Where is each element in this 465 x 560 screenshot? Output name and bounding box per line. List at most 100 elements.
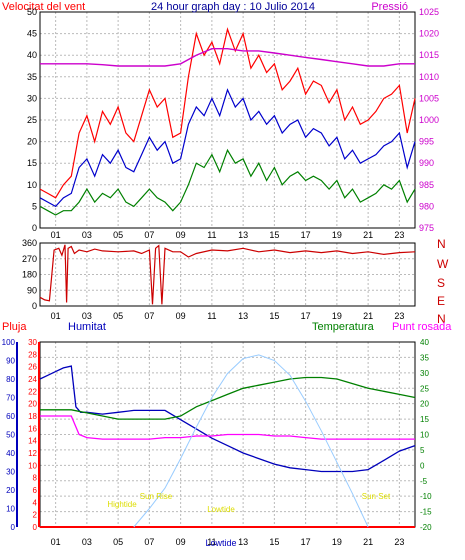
temperature-xtick-11: 11 xyxy=(207,537,216,547)
pressure-ytick-1010: 1010 xyxy=(419,72,439,82)
rain-ytick-16: 16 xyxy=(28,424,37,433)
temperature-xtick-17: 17 xyxy=(301,537,311,547)
direction-ytick-180: 180 xyxy=(22,270,37,280)
direction-xtick-11: 11 xyxy=(207,311,216,321)
direction-xtick-19: 19 xyxy=(332,311,342,321)
wind-ytick-50: 50 xyxy=(27,7,37,17)
rain-ytick-4: 4 xyxy=(33,498,38,507)
pressure-ytick-975: 975 xyxy=(419,223,434,233)
wind-speed-label: Velocitat del vent xyxy=(2,1,85,13)
direction-xtick-01: 01 xyxy=(51,311,61,321)
temperature-ytick--20: -20 xyxy=(420,523,432,532)
temperature-ytick--5: -5 xyxy=(420,477,428,486)
legend-2: Temperatura xyxy=(312,321,375,333)
humidity-ytick-80: 80 xyxy=(6,375,15,384)
series-wind_low xyxy=(39,148,416,216)
direction-ytick-90: 90 xyxy=(27,285,37,295)
compass-label-3: E xyxy=(437,294,445,308)
temperature-xtick-03: 03 xyxy=(82,537,92,547)
temperature-ytick--10: -10 xyxy=(420,492,432,501)
wind-ytick-30: 30 xyxy=(27,93,37,103)
direction-xtick-23: 23 xyxy=(394,311,404,321)
rain-ytick-18: 18 xyxy=(28,412,37,421)
direction-xtick-07: 07 xyxy=(144,311,154,321)
wind-ytick-25: 25 xyxy=(27,115,37,125)
series-direction xyxy=(39,244,416,305)
series-sun xyxy=(133,354,369,528)
direction-xtick-13: 13 xyxy=(238,311,248,321)
humidity-ytick-100: 100 xyxy=(2,338,16,347)
humidity-ytick-30: 30 xyxy=(6,468,15,477)
rain-ytick-2: 2 xyxy=(33,511,38,520)
rain-ytick-30: 30 xyxy=(28,338,37,347)
temperature-ytick-20: 20 xyxy=(420,400,429,409)
pressure-ytick-1000: 1000 xyxy=(419,115,439,125)
wind-xtick-07: 07 xyxy=(144,230,154,240)
compass-label-4: N xyxy=(437,312,446,326)
temperature-xtick-13: 13 xyxy=(238,537,248,547)
temperature-ytick--15: -15 xyxy=(420,508,432,517)
direction-xtick-09: 09 xyxy=(176,311,186,321)
rain-ytick-8: 8 xyxy=(33,474,38,483)
wind-ytick-40: 40 xyxy=(27,50,37,60)
pressure-ytick-1025: 1025 xyxy=(419,7,439,17)
temperature-xtick-19: 19 xyxy=(332,537,342,547)
rain-ytick-12: 12 xyxy=(28,449,37,458)
temperature-ytick-25: 25 xyxy=(420,384,429,393)
temperature-ytick-10: 10 xyxy=(420,431,429,440)
pressure-ytick-995: 995 xyxy=(419,137,434,147)
wind-ytick-10: 10 xyxy=(27,180,37,190)
temperature-ytick-35: 35 xyxy=(420,353,429,362)
wind-xtick-05: 05 xyxy=(113,230,123,240)
annotation-0: Hightide xyxy=(107,500,137,509)
annotation-1: Sun Rise xyxy=(140,492,173,501)
wind-xtick-19: 19 xyxy=(332,230,342,240)
compass-label-2: S xyxy=(437,276,445,290)
humidity-ytick-90: 90 xyxy=(6,357,15,366)
pressure-ytick-1005: 1005 xyxy=(419,93,439,103)
temperature-ytick-0: 0 xyxy=(420,461,425,470)
direction-xtick-15: 15 xyxy=(269,311,279,321)
rain-ytick-24: 24 xyxy=(28,375,37,384)
legend-0: Pluja xyxy=(2,321,27,333)
wind-xtick-03: 03 xyxy=(82,230,92,240)
humidity-ytick-70: 70 xyxy=(6,394,15,403)
temperature-ytick-40: 40 xyxy=(420,338,429,347)
compass-label-1: W xyxy=(437,257,449,271)
compass-label-0: N xyxy=(437,237,446,251)
direction-xtick-05: 05 xyxy=(113,311,123,321)
series-pressure xyxy=(40,48,415,67)
temperature-ytick-15: 15 xyxy=(420,415,429,424)
rain-ytick-0: 0 xyxy=(33,523,38,532)
pressure-label: Pressió xyxy=(371,1,408,13)
humidity-ytick-20: 20 xyxy=(6,486,15,495)
direction-xtick-21: 21 xyxy=(363,311,373,321)
wind-ytick-20: 20 xyxy=(27,137,37,147)
bottom-lowtide-label: Lowtide xyxy=(205,538,236,548)
wind-xtick-11: 11 xyxy=(207,230,216,240)
wind-ytick-35: 35 xyxy=(27,72,37,82)
wind-ytick-45: 45 xyxy=(27,29,37,39)
direction-ytick-270: 270 xyxy=(22,254,37,264)
temperature-xtick-15: 15 xyxy=(269,537,279,547)
rain-ytick-10: 10 xyxy=(28,461,37,470)
series-gust xyxy=(39,27,416,199)
wind-xtick-21: 21 xyxy=(363,230,373,240)
direction-plot-frame xyxy=(39,242,416,307)
rain-ytick-20: 20 xyxy=(28,400,37,409)
humidity-ytick-60: 60 xyxy=(6,412,15,421)
legend-3: Punt rosada xyxy=(392,321,452,333)
rain-ytick-14: 14 xyxy=(28,437,37,446)
wind-xtick-01: 01 xyxy=(51,230,61,240)
rain-ytick-28: 28 xyxy=(28,350,37,359)
legend-1: Humitat xyxy=(68,321,106,333)
temperature-xtick-09: 09 xyxy=(176,537,186,547)
pressure-ytick-990: 990 xyxy=(419,158,434,168)
rain-ytick-22: 22 xyxy=(28,387,37,396)
temperature-ytick-5: 5 xyxy=(420,446,425,455)
wind-xtick-23: 23 xyxy=(394,230,404,240)
humidity-ytick-0: 0 xyxy=(11,523,16,532)
page-title: 24 hour graph day : 10 Julio 2014 xyxy=(151,1,315,13)
